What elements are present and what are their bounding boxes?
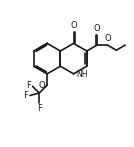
Text: F: F: [23, 91, 28, 100]
Text: F: F: [37, 104, 42, 113]
Text: O: O: [38, 81, 45, 90]
Text: F: F: [26, 81, 31, 90]
Text: O: O: [104, 34, 111, 43]
Text: NH: NH: [76, 70, 88, 79]
Text: O: O: [93, 24, 100, 33]
Text: O: O: [70, 21, 77, 30]
